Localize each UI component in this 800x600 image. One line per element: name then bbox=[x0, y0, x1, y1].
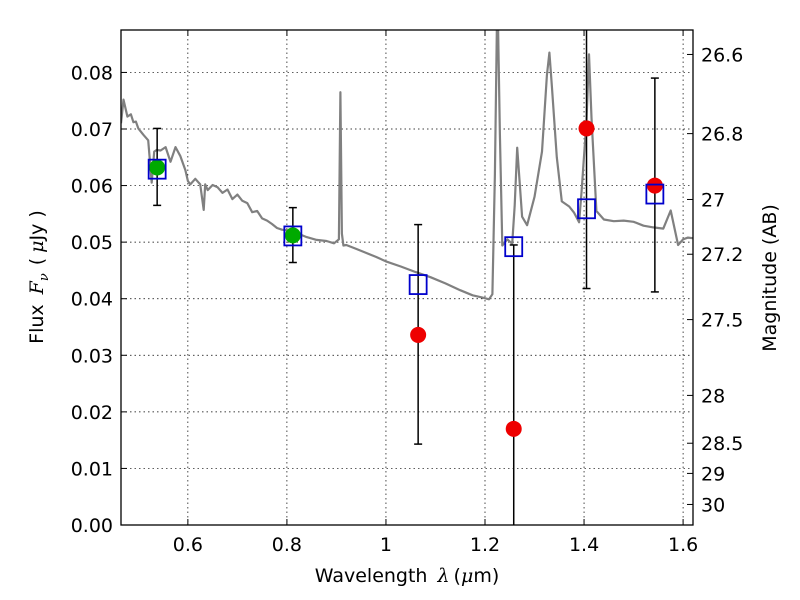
y-tick-label: 0.04 bbox=[71, 289, 113, 311]
y-axis-label-prefix: Flux bbox=[26, 304, 48, 344]
y2-axis-label: Magnitude (AB) bbox=[759, 204, 781, 352]
model-photometry-marker bbox=[147, 158, 167, 180]
model-photometry-marker bbox=[577, 198, 596, 220]
y-axis-label-unit-mu: μ bbox=[26, 240, 48, 252]
y2-tick-label: 27.2 bbox=[701, 244, 743, 266]
y-axis-label-unit-rest: Jy ) bbox=[26, 210, 48, 241]
x-tick-label: 0.6 bbox=[173, 534, 203, 556]
x-axis-label: Wavelength λ (μm) bbox=[315, 565, 499, 587]
y-axis-label-unit-open: ( bbox=[26, 258, 48, 265]
y-tick-label: 0.05 bbox=[71, 232, 113, 254]
plot-frame bbox=[120, 29, 694, 526]
measurement-point bbox=[410, 326, 427, 343]
y2-tick-label: 26.8 bbox=[701, 124, 743, 146]
x-axis-label-unit-mu: μ bbox=[461, 565, 473, 587]
y-tick-label: 0.03 bbox=[71, 345, 113, 367]
y-axis-label-subscript: ν bbox=[37, 273, 52, 281]
x-tick-label: 0.8 bbox=[272, 534, 302, 556]
measurement-point bbox=[578, 120, 595, 137]
measurement-point bbox=[505, 420, 522, 437]
x-axis-label-symbol: λ bbox=[436, 565, 449, 587]
measurement-point bbox=[646, 177, 663, 194]
y2-tick-label: 27.5 bbox=[701, 310, 743, 332]
y2-tick-label: 28 bbox=[701, 385, 725, 407]
x-tick-label: 1.2 bbox=[470, 534, 500, 556]
x-tick-label: 1.6 bbox=[668, 534, 698, 556]
x-tick-label: 1.4 bbox=[569, 534, 599, 556]
detection-point bbox=[284, 227, 301, 244]
axes: 0.6 0.8 1 1.2 1.4 1.6 0.00 0.01 0.02 0.03 0.04 0.05… bbox=[71, 30, 743, 556]
y-tick-label: 0.02 bbox=[71, 402, 113, 424]
x-axis-label-prefix: Wavelength bbox=[315, 565, 428, 587]
model-photometry-marker bbox=[283, 225, 303, 247]
grid bbox=[121, 30, 693, 526]
y-axis-label: Flux Fν ( μJy ) bbox=[26, 210, 52, 344]
y-tick-label: 0.01 bbox=[71, 458, 113, 480]
y2-tick-label: 29 bbox=[701, 463, 725, 485]
y2-tick-label: 26.6 bbox=[701, 44, 743, 66]
x-axis-label-unit-rest: m) bbox=[473, 565, 499, 587]
y2-tick-label: 30 bbox=[701, 494, 725, 516]
model-photometry-marker bbox=[408, 274, 428, 295]
model-photometry-marker bbox=[504, 236, 524, 258]
y2-tick-label: 27 bbox=[701, 189, 725, 211]
model-photometry-marker bbox=[645, 183, 665, 205]
y-tick-label: 0.07 bbox=[71, 119, 113, 141]
y-tick-label: 0.06 bbox=[71, 176, 113, 198]
plot-area bbox=[121, 30, 693, 525]
y2-tick-label: 28.5 bbox=[701, 433, 743, 455]
x-tick-label: 1 bbox=[380, 534, 392, 556]
x-axis-label-unit-open: ( bbox=[454, 565, 461, 587]
y-tick-label: 0.00 bbox=[71, 515, 113, 537]
detection-point bbox=[149, 159, 166, 176]
y-axis-label-symbol: F bbox=[26, 280, 48, 295]
y-tick-label: 0.08 bbox=[71, 62, 113, 84]
spectrum-line bbox=[121, 30, 693, 301]
